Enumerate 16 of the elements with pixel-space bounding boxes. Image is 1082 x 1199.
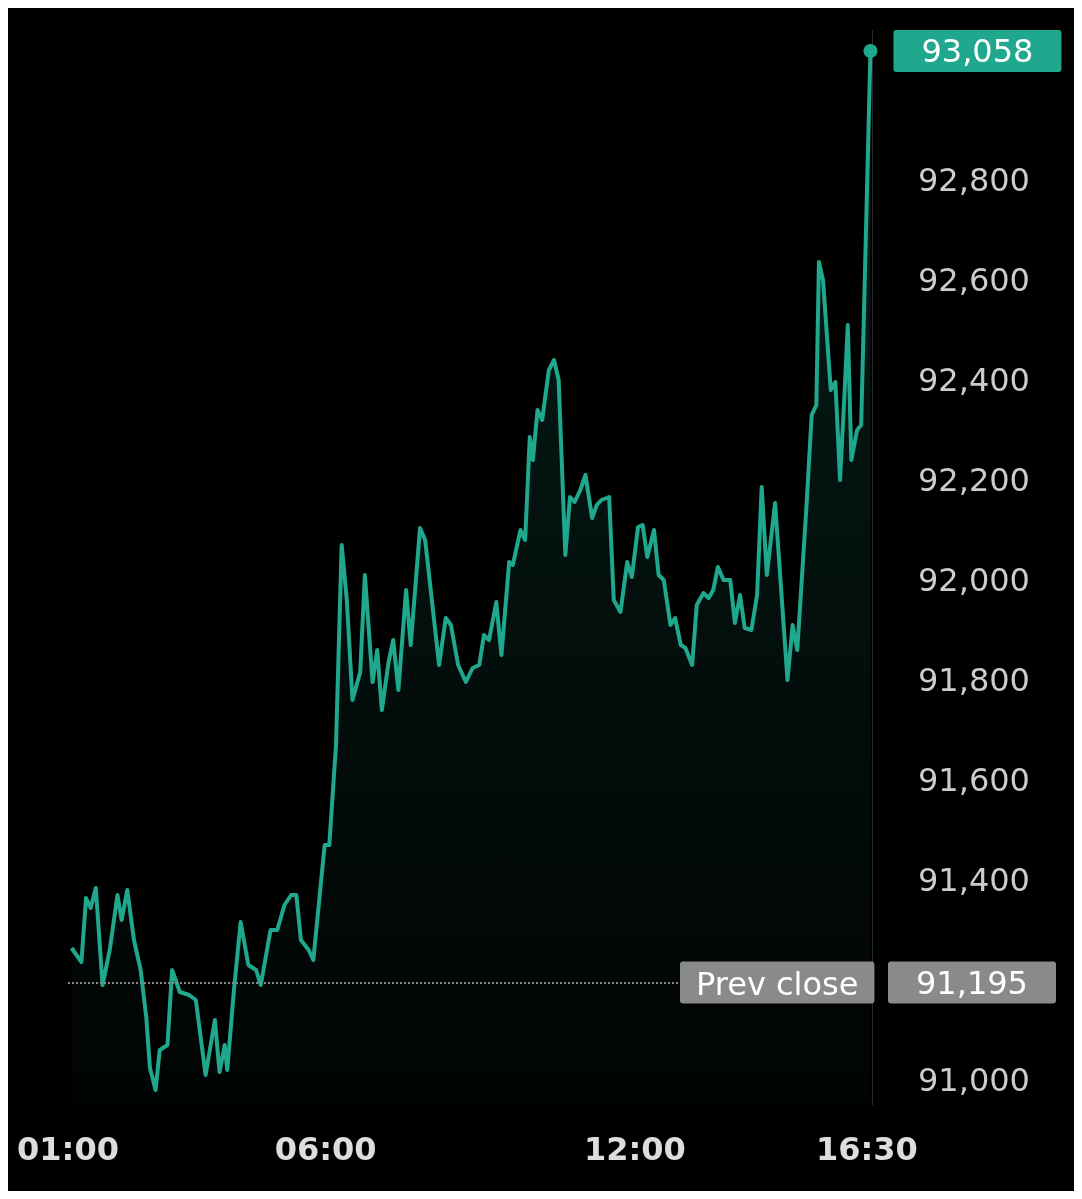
x-tick-label: 01:00 [17, 1130, 119, 1168]
x-tick-label: 06:00 [274, 1130, 377, 1168]
y-tick-label: 91,000 [918, 1061, 1030, 1099]
text: 91,195 [916, 963, 1028, 1002]
y-tick-label: 92,000 [918, 561, 1030, 599]
y-tick-label: 91,800 [918, 661, 1030, 699]
y-tick-label: 92,400 [918, 361, 1030, 399]
y-tick-label: 91,400 [918, 861, 1030, 899]
y-tick-label: 91,600 [918, 761, 1030, 799]
ref-line-label: Prev close [696, 964, 859, 1003]
y-tick-label: 92,600 [918, 261, 1030, 299]
x-tick-label: 16:30 [815, 1130, 918, 1168]
y-tick-label: 92,200 [918, 461, 1030, 499]
annotation: 93,058 [921, 32, 1034, 70]
x-tick-label: 12:00 [583, 1130, 686, 1168]
y-tick-label: 92,800 [918, 161, 1030, 199]
